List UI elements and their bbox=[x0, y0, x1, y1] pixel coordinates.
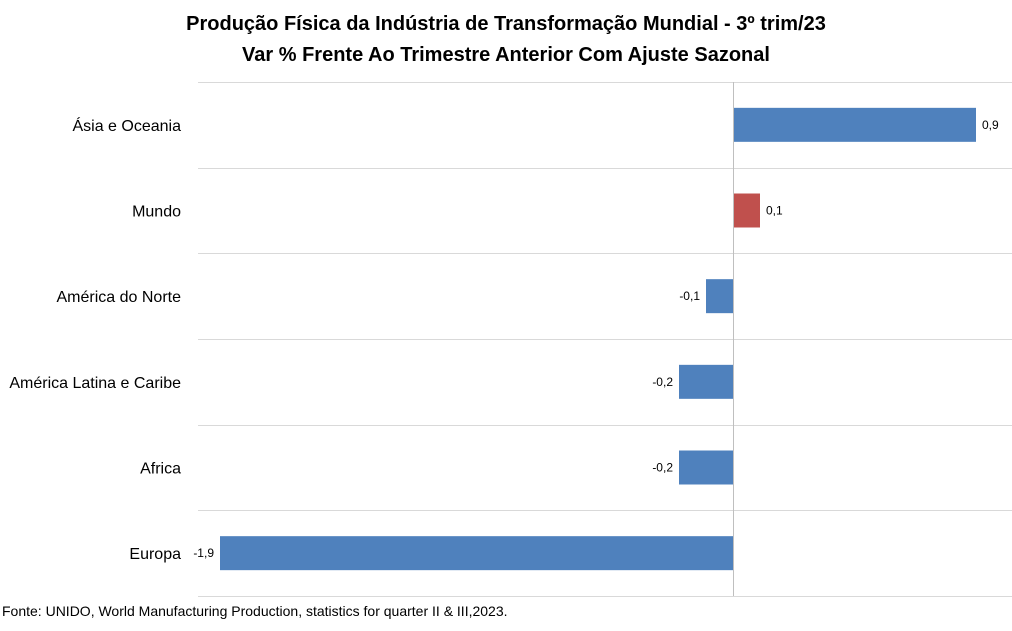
bar bbox=[733, 107, 976, 142]
data-labels: 0,9 0,1 -0,1 -0,2 -0,2 -1,9 bbox=[193, 118, 999, 560]
chart-title: Produção Física da Indústria de Transfor… bbox=[186, 13, 826, 35]
data-label: 0,1 bbox=[766, 204, 783, 218]
gridlines bbox=[198, 82, 1012, 597]
category-label: Africa bbox=[140, 461, 181, 478]
category-labels: Ásia e Oceania Mundo América do Norte Améri… bbox=[9, 116, 181, 563]
category-label: América do Norte bbox=[57, 289, 182, 306]
category-label: Mundo bbox=[132, 204, 181, 221]
bar bbox=[733, 193, 760, 228]
bar bbox=[220, 536, 733, 571]
data-label: -0,2 bbox=[652, 375, 673, 389]
source-note: Fonte: UNIDO, World Manufacturing Produc… bbox=[2, 603, 508, 619]
category-label: América Latina e Caribe bbox=[9, 375, 181, 392]
data-label: -0,1 bbox=[679, 289, 700, 303]
bars bbox=[220, 107, 976, 571]
bar bbox=[679, 450, 733, 485]
data-label: -0,2 bbox=[652, 461, 673, 475]
data-label: -1,9 bbox=[193, 546, 214, 560]
bar bbox=[706, 279, 733, 314]
bar bbox=[679, 364, 733, 399]
category-label: Ásia e Oceania bbox=[72, 116, 181, 135]
chart-subtitle: Var % Frente Ao Trimestre Anterior Com A… bbox=[242, 44, 770, 66]
category-label: Europa bbox=[129, 546, 181, 563]
data-label: 0,9 bbox=[982, 118, 999, 132]
